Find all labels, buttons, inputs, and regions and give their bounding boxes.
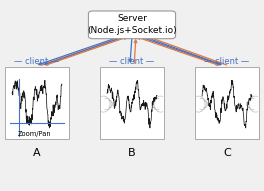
FancyBboxPatch shape bbox=[5, 67, 69, 139]
Text: Server
(Node.js+Socket.io): Server (Node.js+Socket.io) bbox=[87, 15, 177, 35]
Text: — client —: — client — bbox=[109, 57, 155, 66]
Text: Zoom/Pan: Zoom/Pan bbox=[17, 131, 51, 137]
Text: — client —: — client — bbox=[204, 57, 250, 66]
Text: B: B bbox=[128, 148, 136, 158]
FancyBboxPatch shape bbox=[100, 67, 164, 139]
FancyBboxPatch shape bbox=[195, 67, 259, 139]
Text: A: A bbox=[33, 148, 41, 158]
FancyBboxPatch shape bbox=[88, 11, 176, 39]
Text: — client —: — client — bbox=[14, 57, 60, 66]
Text: C: C bbox=[223, 148, 231, 158]
